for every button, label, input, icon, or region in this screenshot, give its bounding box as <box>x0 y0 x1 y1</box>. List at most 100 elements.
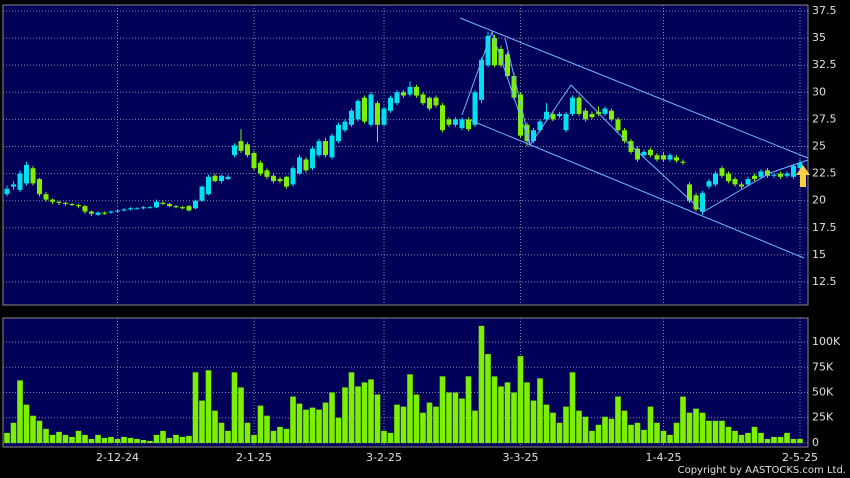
candle-body <box>69 203 75 206</box>
volume-bar <box>654 422 660 443</box>
candle-body <box>206 176 211 195</box>
candle-body <box>550 113 556 120</box>
candle-body <box>414 86 419 96</box>
candle-body <box>173 206 179 208</box>
volume-bar <box>355 386 361 443</box>
candle-body <box>180 207 185 209</box>
candle-body <box>186 206 192 211</box>
candle-body <box>485 35 491 66</box>
y-tick-label: 50K <box>812 385 834 398</box>
volume-bar <box>504 382 511 443</box>
x-tick-label: 3-3-25 <box>503 451 539 464</box>
volume-bar <box>147 440 153 443</box>
y-tick-label: 12.5 <box>812 275 837 288</box>
volume-bar <box>10 422 17 443</box>
candle-body <box>498 48 504 66</box>
volume-bar <box>69 436 75 443</box>
y-tick-label: 35 <box>812 31 826 44</box>
candle-body <box>615 119 621 131</box>
candle-body <box>264 170 270 177</box>
volume-bar <box>634 422 641 443</box>
channel-lower <box>469 119 805 259</box>
candle-body <box>466 119 471 130</box>
volume-bar <box>160 430 166 443</box>
candle-body <box>440 105 445 131</box>
candle-body <box>609 110 614 120</box>
y-tick-label: 22.5 <box>812 167 837 180</box>
candle-body <box>706 181 712 187</box>
wave-line <box>504 37 531 144</box>
candle-body <box>238 141 244 151</box>
volume-bar <box>82 434 88 443</box>
volume-bar <box>75 430 82 443</box>
candle-body <box>622 130 627 142</box>
volume-bar <box>30 415 36 443</box>
volume-bar <box>413 394 420 443</box>
volume-bar <box>381 430 387 443</box>
volume-bar <box>745 432 751 443</box>
candle-body <box>732 179 738 185</box>
candle-body <box>43 194 49 200</box>
volume-bar <box>303 409 309 443</box>
volume-bar <box>95 434 101 443</box>
volume-bar <box>667 434 673 443</box>
candle-body <box>290 168 296 185</box>
candle-body <box>212 175 218 182</box>
plot-layer: 12.5 15 17.5 20 22.5 25 27.5 30 32.5 35 37.5 0 25K 50… <box>3 4 841 464</box>
candle-body <box>4 188 10 195</box>
trend-lines <box>459 17 809 259</box>
volume-bar <box>257 405 264 443</box>
candle-body <box>17 173 23 190</box>
candle-body <box>524 124 530 142</box>
volume-bar <box>790 438 797 443</box>
copyright: Copyright by AASTOCKS.com Ltd. <box>678 465 846 476</box>
volume-bar <box>530 400 537 443</box>
candle-body <box>303 159 309 171</box>
candle-body <box>758 171 764 177</box>
candle-body <box>791 166 796 177</box>
y-tick-label: 20 <box>812 194 826 207</box>
volume-bar <box>563 406 569 443</box>
volume-bar <box>192 372 199 443</box>
candle-body <box>11 184 16 187</box>
candle-body <box>245 144 250 156</box>
y-tick-label: 75K <box>812 360 834 373</box>
candle-body <box>505 54 510 77</box>
candle-body <box>167 203 172 207</box>
x-tick-label: 3-2-25 <box>366 451 402 464</box>
volume-bar <box>660 430 667 443</box>
candle-body <box>771 174 777 176</box>
candle-body <box>82 206 88 212</box>
candle-body <box>336 124 341 142</box>
candle-body <box>518 94 523 136</box>
volume-bar <box>439 376 446 443</box>
y-tick-label: 100K <box>812 335 841 348</box>
candle-body <box>472 92 478 125</box>
candle-body <box>394 92 400 104</box>
candle-body <box>576 97 582 114</box>
candle-body <box>56 201 62 203</box>
volume-bar <box>686 412 693 443</box>
candle-body <box>420 94 426 104</box>
candle-body <box>680 161 686 163</box>
candle-body <box>115 210 120 212</box>
candle-body <box>563 113 569 131</box>
volume-bar <box>36 420 43 443</box>
candle-body <box>63 202 68 204</box>
volume-bar <box>485 354 491 443</box>
candle-body <box>648 149 653 156</box>
volume-bar <box>56 431 62 443</box>
volume-bar <box>712 420 719 443</box>
volume-bar <box>446 392 452 443</box>
volume-bar <box>797 438 803 443</box>
candle-body <box>583 110 588 120</box>
volume-bar <box>459 398 465 443</box>
candle-body <box>362 97 367 122</box>
candle-body <box>316 141 322 156</box>
volume-bar <box>361 382 368 443</box>
volume-bar <box>543 404 550 443</box>
volume-bar <box>569 372 576 443</box>
volume-bar <box>699 412 706 443</box>
volume-bar <box>244 422 251 443</box>
volume-bar <box>309 407 316 443</box>
